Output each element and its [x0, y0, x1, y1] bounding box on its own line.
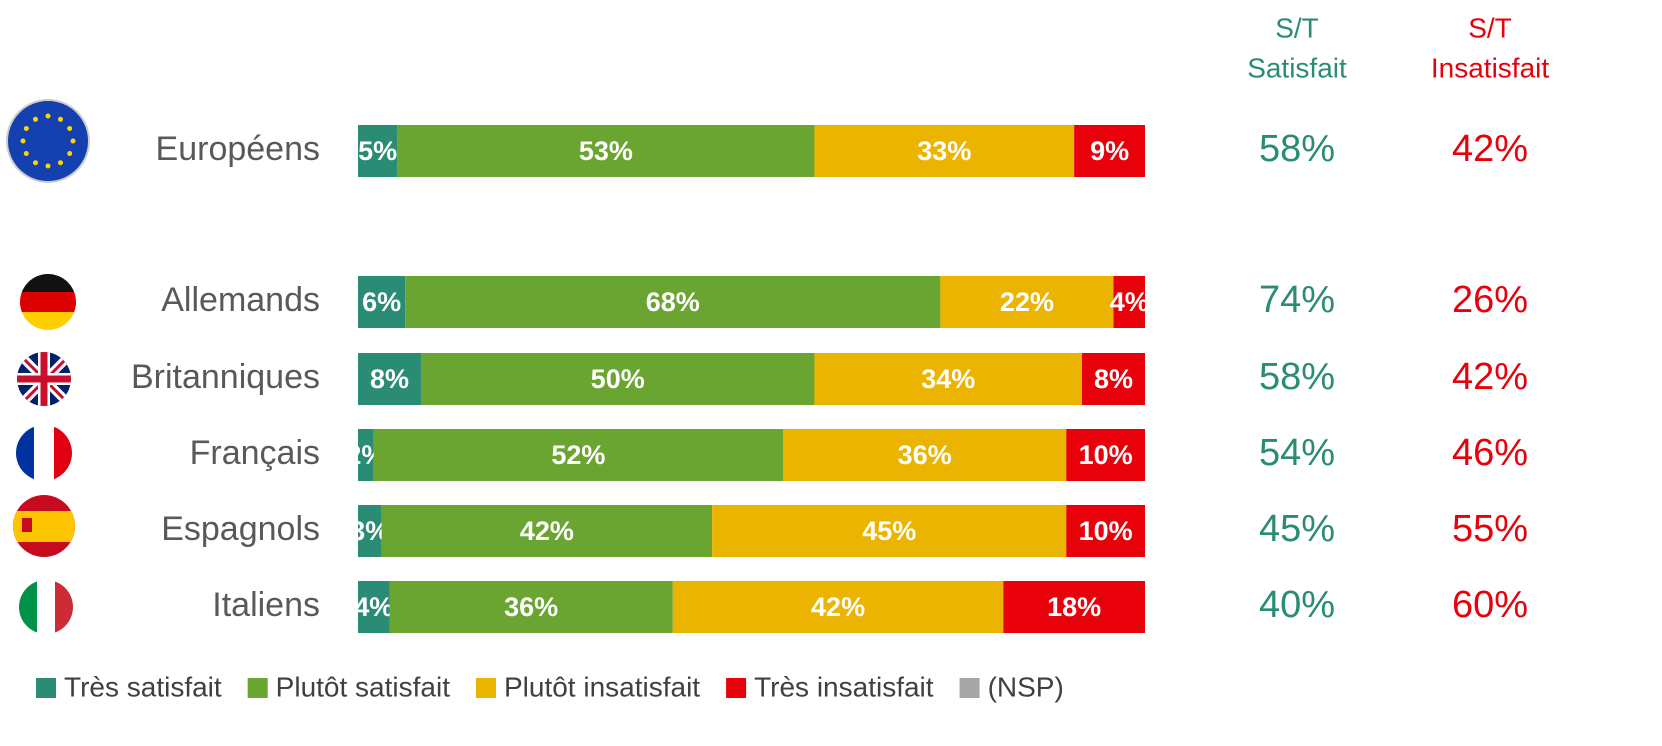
legend-swatch	[726, 678, 747, 698]
bar-segment	[405, 276, 941, 328]
bar-segment	[358, 505, 382, 557]
bar-segment	[1113, 276, 1145, 328]
data-label: 18%	[1047, 592, 1101, 622]
summary-value: 46%	[1452, 432, 1528, 474]
summary-value: 58%	[1259, 128, 1335, 170]
bar-segment	[420, 353, 815, 405]
data-label: 50%	[591, 364, 645, 394]
legend-label: Plutôt insatisfait	[504, 671, 700, 702]
bar-segment	[358, 581, 390, 633]
bar-segment	[1082, 353, 1145, 405]
legend-label: Très satisfait	[64, 671, 222, 702]
flag-eu	[6, 99, 90, 183]
legend-swatch	[475, 678, 496, 698]
data-label: 33%	[917, 136, 971, 166]
summary-value: 55%	[1452, 508, 1528, 550]
category-label: Européens	[156, 130, 320, 168]
bar-segment	[358, 276, 406, 328]
bar-segment	[389, 581, 673, 633]
summary-value: 26%	[1452, 279, 1528, 321]
bar-segment	[1074, 125, 1145, 177]
data-label: 68%	[646, 287, 700, 317]
bar-segment	[814, 353, 1083, 405]
category-label: Britanniques	[131, 358, 320, 396]
summary-value: 74%	[1259, 279, 1335, 321]
legend-swatch	[959, 678, 980, 698]
flag-de	[20, 274, 76, 330]
bar-segment	[381, 505, 713, 557]
summary-value: 60%	[1452, 584, 1528, 626]
data-label: 42%	[520, 516, 574, 546]
data-label: 52%	[551, 440, 605, 470]
bar-segment	[814, 125, 1075, 177]
bar-segment	[1066, 505, 1145, 557]
bar-segment	[672, 581, 1004, 633]
bar-segment	[358, 125, 398, 177]
summary-value: 54%	[1259, 432, 1335, 474]
data-label: 8%	[370, 364, 409, 394]
data-label: 36%	[898, 440, 952, 470]
data-label: 42%	[811, 592, 865, 622]
summary-header: Satisfait	[1247, 52, 1347, 83]
bar-segment	[712, 505, 1067, 557]
bar-segment	[397, 125, 815, 177]
summary-header: S/T	[1468, 12, 1512, 43]
summary-header: Insatisfait	[1431, 52, 1549, 83]
flag-es	[13, 495, 75, 557]
data-label: 4%	[354, 592, 393, 622]
data-label: 4%	[1110, 287, 1149, 317]
summary-value: 42%	[1452, 356, 1528, 398]
flag-it	[19, 580, 73, 634]
summary-value: 45%	[1259, 508, 1335, 550]
data-label: 8%	[1094, 364, 1133, 394]
bar-segment	[358, 429, 374, 481]
legend-label: (NSP)	[988, 671, 1064, 702]
data-label: 10%	[1079, 516, 1133, 546]
data-label: 5%	[358, 136, 397, 166]
category-label: Italiens	[212, 586, 320, 624]
summary-value: 58%	[1259, 356, 1335, 398]
bar-segment	[373, 429, 783, 481]
legend-swatch	[36, 678, 56, 698]
bar-segment	[1066, 429, 1145, 481]
data-label: 9%	[1090, 136, 1129, 166]
summary-value: 40%	[1259, 584, 1335, 626]
data-label: 6%	[362, 287, 401, 317]
summary-value: 42%	[1452, 128, 1528, 170]
legend-label: Plutôt satisfait	[276, 671, 451, 702]
legend-label: Très insatisfait	[754, 671, 934, 702]
bar-segment	[940, 276, 1114, 328]
flag-fr	[16, 425, 72, 481]
data-label: 10%	[1079, 440, 1133, 470]
bar-segment	[358, 353, 421, 405]
category-label: Français	[190, 434, 320, 472]
summary-header: S/T	[1275, 12, 1319, 43]
legend-swatch	[247, 678, 268, 698]
data-label: 45%	[862, 516, 916, 546]
flag-uk	[17, 352, 71, 406]
data-label: 22%	[1000, 287, 1054, 317]
data-label: 34%	[921, 364, 975, 394]
bar-segment	[782, 429, 1067, 481]
data-label: 53%	[579, 136, 633, 166]
category-label: Espagnols	[161, 510, 320, 548]
bar-segment	[1003, 581, 1145, 633]
category-label: Allemands	[161, 281, 320, 319]
data-label: 36%	[504, 592, 558, 622]
